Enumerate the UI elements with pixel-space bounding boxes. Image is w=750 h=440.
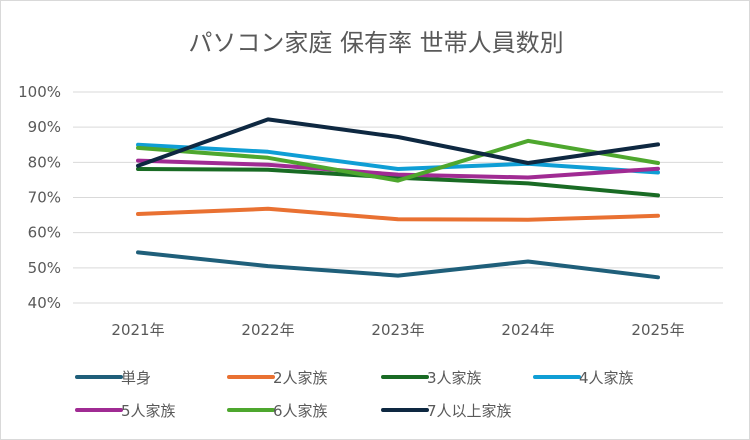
y-tick-label: 60%: [28, 224, 61, 242]
series-line: [136, 250, 660, 280]
series-line: [136, 117, 660, 168]
x-tick-label: 2021年: [111, 321, 164, 339]
series-lines: [136, 117, 660, 280]
legend-label: 4人家族: [579, 369, 634, 387]
chart-title: パソコン家庭 保有率 世帯人員数別: [188, 29, 563, 57]
series-line: [136, 206, 660, 222]
x-tick-label: 2025年: [631, 321, 684, 339]
y-tick-label: 50%: [28, 259, 61, 277]
y-tick-label: 70%: [28, 189, 61, 207]
x-axis-tick-labels: 2021年 2022年 2023年 2024年 2025年: [111, 321, 684, 339]
legend-label: 3人家族: [427, 369, 482, 387]
legend-label: 単身: [121, 369, 151, 387]
y-tick-label: 100%: [18, 83, 61, 101]
y-tick-label: 40%: [28, 294, 61, 312]
y-axis-tick-labels: 100% 90% 80% 70% 60% 50% 40%: [18, 83, 61, 312]
series-line: [136, 138, 660, 183]
legend-label: 2人家族: [273, 369, 328, 387]
series-line: [136, 142, 660, 175]
x-tick-label: 2022年: [241, 321, 294, 339]
series-line: [136, 167, 660, 198]
legend: 単身 2人家族 3人家族 4人家族 5人家族 6人家族 7人以上家族: [75, 369, 634, 420]
legend-label: 5人家族: [121, 402, 176, 420]
y-tick-label: 80%: [28, 153, 61, 171]
legend-label: 7人以上家族: [427, 402, 512, 420]
legend-label: 6人家族: [273, 402, 328, 420]
x-tick-label: 2023年: [371, 321, 424, 339]
y-tick-label: 90%: [28, 118, 61, 136]
series-line: [136, 158, 660, 180]
x-tick-label: 2024年: [501, 321, 554, 339]
